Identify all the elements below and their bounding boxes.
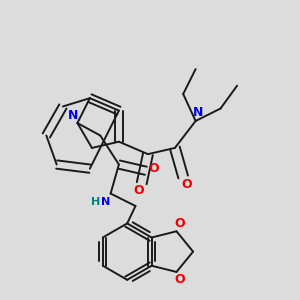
Text: O: O <box>181 178 192 191</box>
Text: O: O <box>175 217 185 230</box>
Text: O: O <box>148 162 159 175</box>
Text: N: N <box>193 106 203 119</box>
Text: O: O <box>175 273 185 286</box>
Text: O: O <box>133 184 144 197</box>
Text: N: N <box>101 197 110 207</box>
Text: N: N <box>68 109 79 122</box>
Text: H: H <box>92 197 101 207</box>
